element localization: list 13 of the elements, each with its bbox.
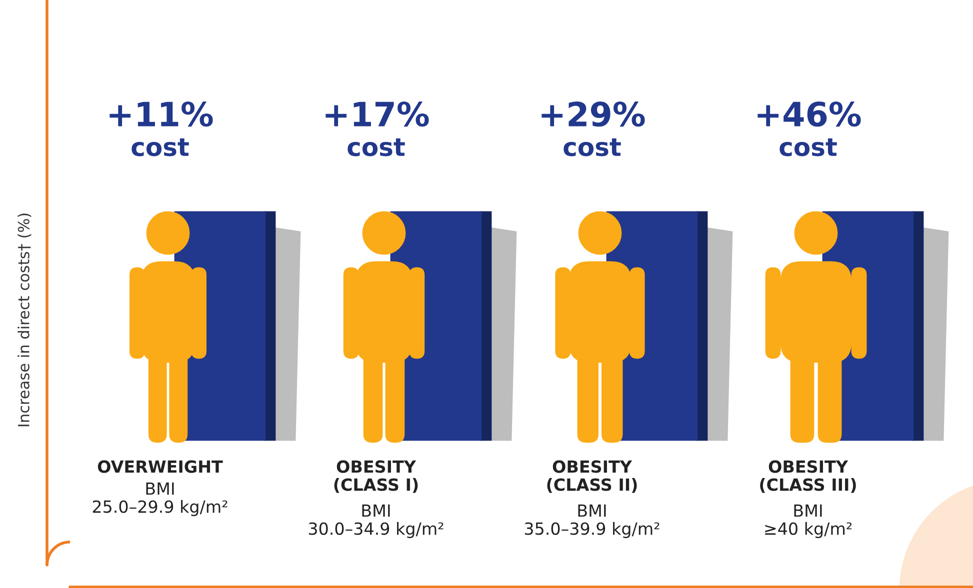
data-label: +11% cost xyxy=(110,101,213,156)
data-label: +29% cost xyxy=(542,101,645,156)
text: Increase in direct costs† (%) xyxy=(18,214,32,426)
category-label: OVERWEIGHT xyxy=(98,460,223,473)
category-label: OBESITY (CLASS I) xyxy=(334,460,418,493)
text: BMI 30.0–34.9 kg/m² xyxy=(308,504,444,538)
text: BMI 25.0–29.9 kg/m² xyxy=(92,482,228,516)
text: BMI ≥40 kg/m² xyxy=(765,504,852,538)
category-label: OBESITY (CLASS II) xyxy=(547,460,637,493)
data-label: +17% cost xyxy=(326,101,429,156)
category-label: OBESITY (CLASS III) xyxy=(760,460,856,493)
data-label: +46% cost xyxy=(758,101,861,156)
text: BMI 35.0–39.9 kg/m² xyxy=(524,504,660,538)
